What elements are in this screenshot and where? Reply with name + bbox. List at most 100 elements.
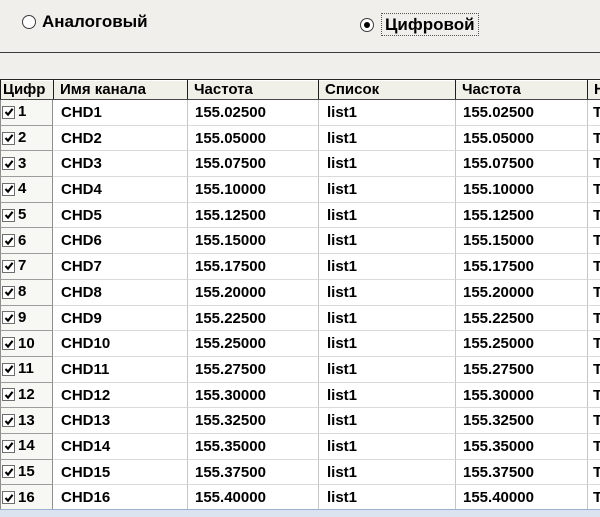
channel-name-cell[interactable]: CHD16 [53, 485, 187, 511]
channel-enabled-checkbox[interactable] [2, 208, 15, 222]
header-frequency[interactable]: Частота [187, 80, 318, 99]
frequency2-cell[interactable]: 155.25000 [455, 331, 587, 357]
channel-enabled-checkbox[interactable] [2, 491, 15, 505]
list-cell[interactable]: list1 [318, 177, 455, 203]
header-list[interactable]: Список [318, 80, 455, 99]
radio-digital[interactable]: Цифровой [360, 13, 479, 36]
radio-analog[interactable]: Аналоговый [22, 13, 148, 30]
channel-name-cell[interactable]: CHD5 [53, 202, 187, 229]
channel-enabled-checkbox[interactable] [2, 439, 15, 453]
frequency-cell[interactable]: 155.40000 [187, 485, 318, 511]
frequency2-cell[interactable]: 155.37500 [455, 459, 587, 486]
list-cell[interactable]: list1 [318, 125, 455, 152]
row-header-cell[interactable]: 10 [0, 331, 53, 357]
list-cell[interactable]: list1 [318, 254, 455, 280]
list-cell[interactable]: list1 [318, 100, 455, 126]
channel-enabled-checkbox[interactable] [2, 285, 15, 299]
frequency2-cell[interactable]: 155.15000 [455, 228, 587, 255]
header-frequency-2[interactable]: Частота [455, 80, 587, 99]
channel-name-cell[interactable]: CHD11 [53, 356, 187, 383]
channel-name-cell[interactable]: CHD2 [53, 125, 187, 152]
radio-analog-circle-icon[interactable] [22, 14, 36, 29]
frequency-cell[interactable]: 155.37500 [187, 459, 318, 486]
channel-enabled-checkbox[interactable] [2, 465, 15, 479]
frequency-cell[interactable]: 155.20000 [187, 279, 318, 306]
channel-name-cell[interactable]: CHD4 [53, 177, 187, 203]
channel-name-cell[interactable]: CHD7 [53, 254, 187, 280]
channel-enabled-checkbox[interactable] [2, 259, 15, 273]
frequency-cell[interactable]: 155.30000 [187, 382, 318, 409]
list-cell[interactable]: list1 [318, 202, 455, 229]
list-cell[interactable]: list1 [318, 485, 455, 511]
list-cell[interactable]: list1 [318, 228, 455, 255]
channel-enabled-checkbox[interactable] [2, 234, 15, 248]
frequency2-cell[interactable]: 155.17500 [455, 254, 587, 280]
list-cell[interactable]: list1 [318, 408, 455, 434]
frequency2-cell[interactable]: 155.12500 [455, 202, 587, 229]
frequency-cell[interactable]: 155.07500 [187, 151, 318, 178]
row-header-cell[interactable]: 16 [0, 485, 53, 511]
row-header-cell[interactable]: 4 [0, 177, 53, 203]
frequency-cell[interactable]: 155.17500 [187, 254, 318, 280]
row-header-cell[interactable]: 12 [0, 382, 53, 409]
frequency2-cell[interactable]: 155.40000 [455, 485, 587, 511]
list-cell[interactable]: list1 [318, 382, 455, 409]
list-cell[interactable]: list1 [318, 433, 455, 460]
list-cell[interactable]: list1 [318, 151, 455, 178]
frequency-cell[interactable]: 155.10000 [187, 177, 318, 203]
list-cell[interactable]: list1 [318, 356, 455, 383]
channel-enabled-checkbox[interactable] [2, 362, 15, 376]
frequency2-cell[interactable]: 155.10000 [455, 177, 587, 203]
frequency2-cell[interactable]: 155.05000 [455, 125, 587, 152]
channel-enabled-checkbox[interactable] [2, 131, 15, 145]
frequency-cell[interactable]: 155.15000 [187, 228, 318, 255]
row-header-cell[interactable]: 3 [0, 151, 53, 178]
channel-enabled-checkbox[interactable] [2, 337, 15, 351]
frequency2-cell[interactable]: 155.02500 [455, 100, 587, 126]
frequency-cell[interactable]: 155.27500 [187, 356, 318, 383]
channel-name-cell[interactable]: CHD6 [53, 228, 187, 255]
frequency2-cell[interactable]: 155.07500 [455, 151, 587, 178]
frequency2-cell[interactable]: 155.27500 [455, 356, 587, 383]
frequency-cell[interactable]: 155.12500 [187, 202, 318, 229]
channel-enabled-checkbox[interactable] [2, 311, 15, 325]
channel-name-cell[interactable]: CHD15 [53, 459, 187, 486]
list-cell[interactable]: list1 [318, 279, 455, 306]
header-channel-name[interactable]: Имя канала [53, 80, 187, 99]
list-cell[interactable]: list1 [318, 305, 455, 332]
row-header-cell[interactable]: 2 [0, 125, 53, 152]
list-cell[interactable]: list1 [318, 331, 455, 357]
channel-name-cell[interactable]: CHD9 [53, 305, 187, 332]
row-header-cell[interactable]: 15 [0, 459, 53, 486]
channel-name-cell[interactable]: CHD12 [53, 382, 187, 409]
row-header-cell[interactable]: 5 [0, 202, 53, 229]
frequency-cell[interactable]: 155.02500 [187, 100, 318, 126]
row-header-cell[interactable]: 14 [0, 433, 53, 460]
header-digit[interactable]: Цифр [0, 80, 53, 99]
frequency2-cell[interactable]: 155.35000 [455, 433, 587, 460]
row-header-cell[interactable]: 1 [0, 100, 53, 126]
row-header-cell[interactable]: 13 [0, 408, 53, 434]
channel-name-cell[interactable]: CHD10 [53, 331, 187, 357]
frequency-cell[interactable]: 155.05000 [187, 125, 318, 152]
channel-enabled-checkbox[interactable] [2, 105, 15, 119]
channel-name-cell[interactable]: CHD8 [53, 279, 187, 306]
row-header-cell[interactable]: 9 [0, 305, 53, 332]
radio-digital-circle-icon[interactable] [360, 17, 374, 32]
row-header-cell[interactable]: 11 [0, 356, 53, 383]
frequency2-cell[interactable]: 155.32500 [455, 408, 587, 434]
channel-enabled-checkbox[interactable] [2, 182, 15, 196]
row-header-cell[interactable]: 6 [0, 228, 53, 255]
frequency-cell[interactable]: 155.25000 [187, 331, 318, 357]
frequency-cell[interactable]: 155.32500 [187, 408, 318, 434]
channel-name-cell[interactable]: CHD1 [53, 100, 187, 126]
row-header-cell[interactable]: 8 [0, 279, 53, 306]
channel-enabled-checkbox[interactable] [2, 388, 15, 402]
header-partial[interactable]: Н [587, 80, 600, 99]
frequency-cell[interactable]: 155.22500 [187, 305, 318, 332]
frequency-cell[interactable]: 155.35000 [187, 433, 318, 460]
frequency2-cell[interactable]: 155.30000 [455, 382, 587, 409]
channel-name-cell[interactable]: CHD3 [53, 151, 187, 178]
list-cell[interactable]: list1 [318, 459, 455, 486]
channel-name-cell[interactable]: CHD13 [53, 408, 187, 434]
